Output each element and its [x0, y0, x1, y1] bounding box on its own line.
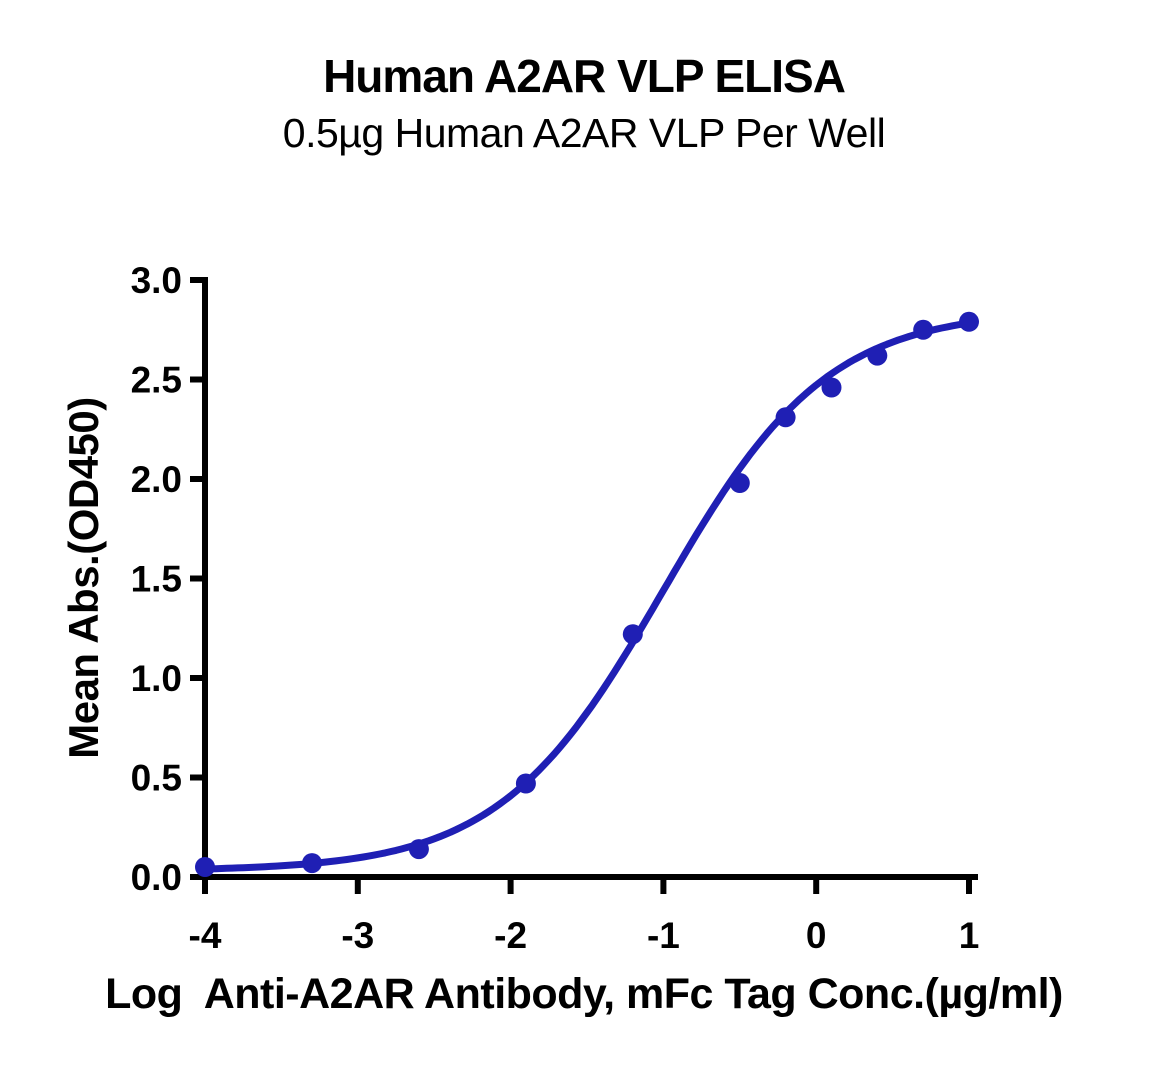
y-tick-label: 1.5: [131, 559, 182, 600]
y-tick-label: 0.0: [131, 857, 182, 898]
x-tick-label: -3: [341, 915, 374, 956]
data-point: [867, 345, 888, 366]
x-tick-label: -2: [494, 915, 527, 956]
data-point: [821, 377, 842, 398]
y-tick-label: 1.0: [131, 658, 182, 699]
y-tick-label: 2.0: [131, 459, 182, 500]
chart-title: Human A2AR VLP ELISA: [323, 50, 846, 102]
data-point: [515, 773, 536, 794]
data-point: [959, 311, 979, 332]
data-point: [302, 853, 322, 874]
data-point: [195, 857, 215, 877]
data-point: [913, 319, 934, 340]
chart-subtitle: 0.5µg Human A2AR VLP Per Well: [282, 110, 886, 156]
y-tick-label: 2.5: [131, 360, 182, 401]
x-tick-label: 0: [806, 915, 827, 956]
data-point: [622, 624, 643, 645]
fit-curve: [201, 319, 973, 873]
x-tick-label: -1: [647, 915, 680, 956]
data-point: [729, 473, 750, 493]
x-tick-label: -4: [189, 915, 222, 956]
data-point: [775, 407, 796, 428]
x-tick-label: 1: [959, 915, 980, 956]
y-tick-label: 3.0: [131, 260, 182, 301]
y-tick-label: 0.5: [131, 758, 182, 799]
x-axis-label: Log Anti-A2AR Antibody, mFc Tag Conc.(µg…: [105, 970, 1063, 1018]
data-point: [408, 839, 429, 860]
